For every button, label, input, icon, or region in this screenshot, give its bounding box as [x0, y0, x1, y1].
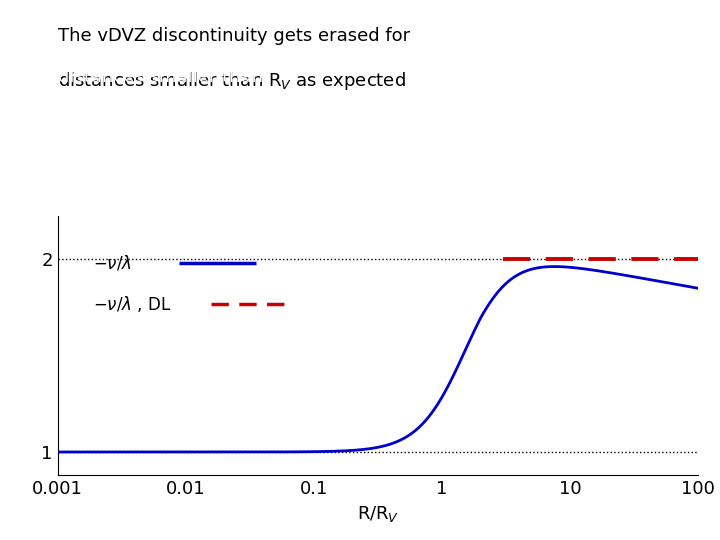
Text: The vDVZ discontinuity gets erased for: The vDVZ discontinuity gets erased for	[58, 27, 410, 45]
Text: distances smaller than R$_V$ as expected: distances smaller than R$_V$ as expected	[58, 70, 405, 92]
Text: distances smaller than: distances smaller than	[58, 68, 269, 85]
Text: R/R$_V$: R/R$_V$	[357, 504, 399, 524]
Text: $-\nu/\lambda$: $-\nu/\lambda$	[93, 253, 132, 272]
Text: $-\nu/\lambda$ , DL: $-\nu/\lambda$ , DL	[93, 294, 171, 314]
